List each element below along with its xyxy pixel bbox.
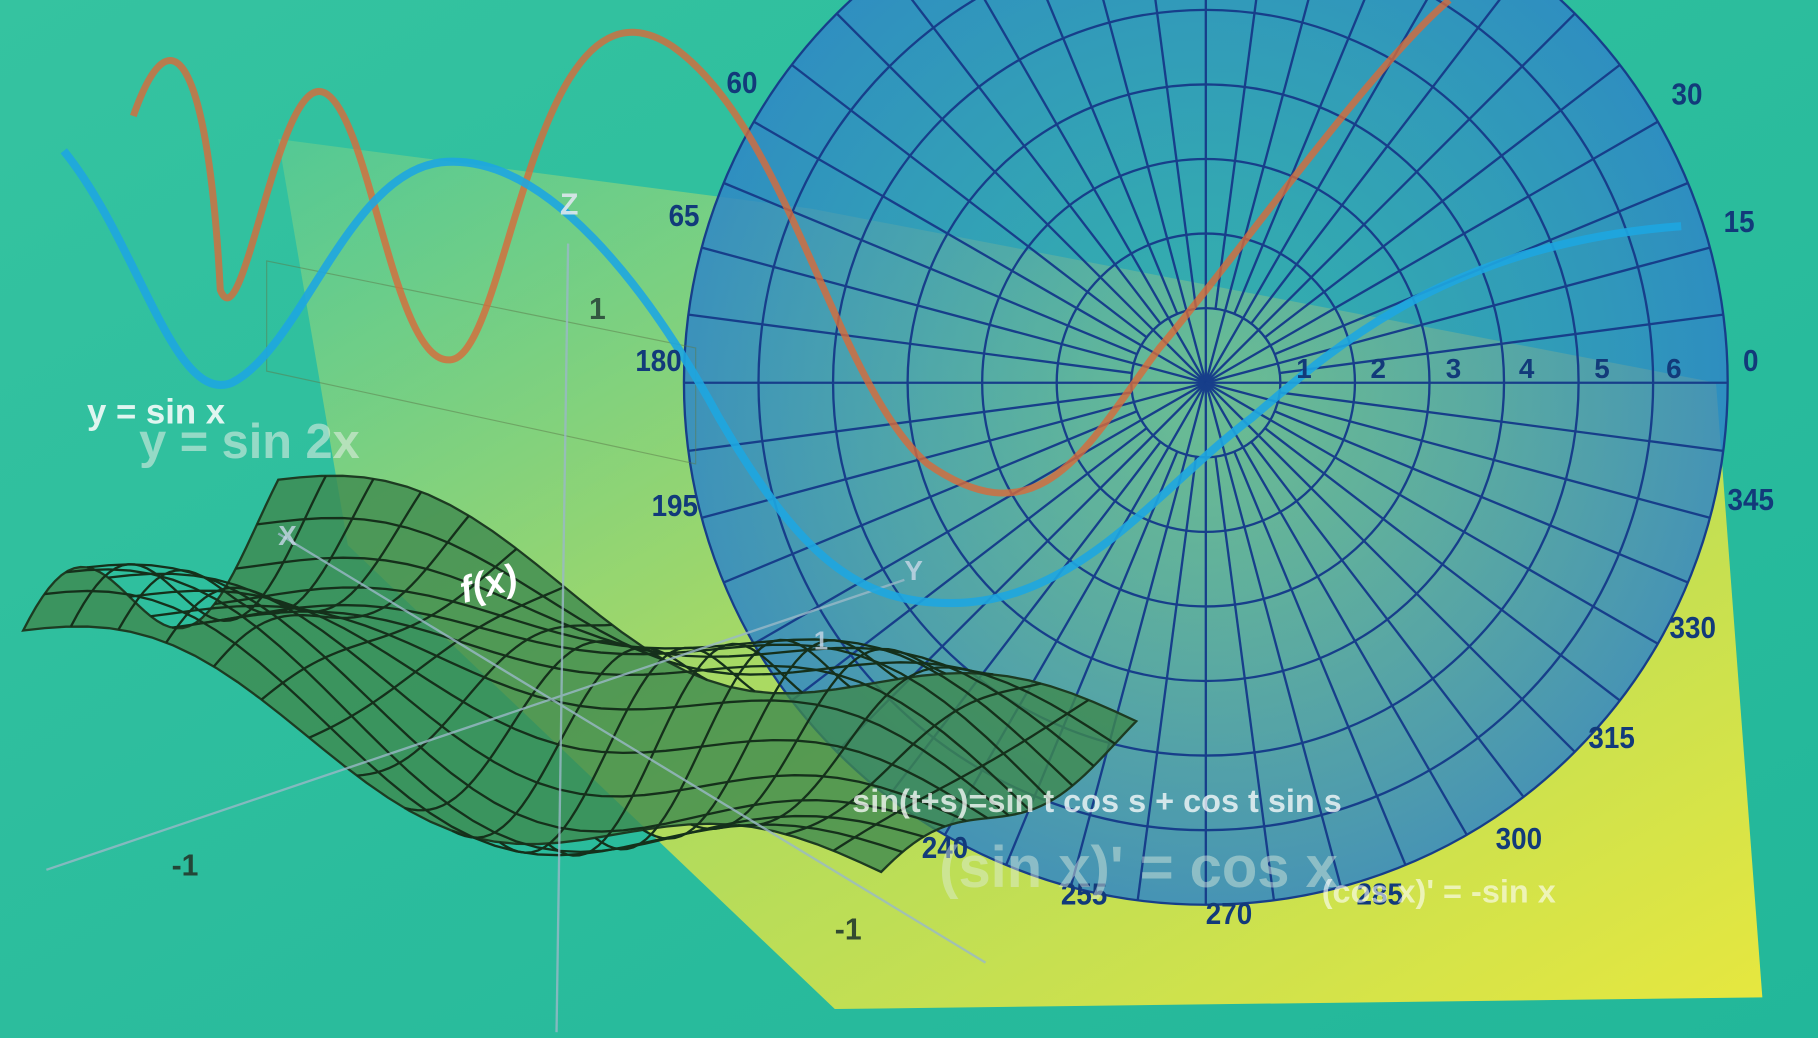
polar-spoke-minor — [723, 410, 1138, 584]
polar-angle-label: 270 — [1206, 898, 1252, 931]
polar-radius-label: 3 — [1446, 353, 1461, 384]
mesh-line — [117, 478, 375, 631]
polar-spoke — [1204, 382, 1468, 836]
mesh-line — [642, 639, 899, 840]
mesh-line — [832, 698, 1090, 852]
polar-spoke — [983, 0, 1207, 384]
polar-angle-label: 15 — [1724, 206, 1755, 239]
polar-spoke-minor — [1250, 0, 1501, 325]
polar-spoke-minor — [1263, 426, 1621, 702]
polar-spoke-minor — [1279, 391, 1724, 452]
axes — [46, 243, 987, 1033]
mesh-line — [690, 647, 947, 831]
polar-spoke — [1204, 0, 1429, 384]
axis-label: 1 — [814, 627, 828, 655]
polar-angle-label: 195 — [652, 490, 698, 523]
mesh-line — [546, 642, 804, 857]
polar-angle-label: 240 — [922, 832, 968, 865]
polar-radius-label: 2 — [1370, 353, 1385, 384]
polar-spoke — [1205, 381, 1659, 645]
polar-angle-label: 315 — [1588, 722, 1634, 755]
polar-spoke-minor — [688, 313, 1133, 375]
mesh-line — [308, 585, 565, 739]
mesh-line — [738, 666, 994, 827]
polar-spoke-minor — [1046, 0, 1179, 315]
mesh-line — [165, 491, 423, 644]
axis-label: 1 — [589, 293, 606, 326]
polar-spoke-minor — [1136, 456, 1198, 901]
polar-spoke-minor — [1154, 0, 1198, 310]
mesh-line — [69, 475, 327, 628]
polar-angle-label: 255 — [1061, 878, 1107, 911]
polar-radius-label: 1 — [1296, 353, 1311, 384]
polar-spoke-minor — [1273, 410, 1689, 584]
polar-spoke-minor — [1233, 450, 1407, 866]
polar-spoke-minor — [791, 64, 1148, 339]
polar-angle-label: 60 — [727, 67, 758, 100]
polar-spoke — [753, 120, 1207, 384]
polar-spoke — [836, 12, 1207, 384]
polar-ring — [682, 0, 1729, 906]
polar-radius-label: 5 — [1594, 353, 1609, 384]
mesh-line — [785, 682, 1042, 836]
polar-spoke — [1205, 381, 1711, 519]
polar-angle-label: 345 — [1728, 484, 1774, 517]
polar-spoke-minor — [1279, 313, 1724, 375]
polar-spoke-minor — [688, 391, 1133, 452]
formula: sin(t+s)=sin t cos s + cos t sin s — [852, 783, 1342, 819]
polar-spoke — [1204, 0, 1310, 384]
hatched-area — [266, 260, 697, 465]
mesh-line — [356, 623, 612, 777]
polar-spoke-minor — [791, 426, 1148, 702]
polar-radius-label: 6 — [1666, 353, 1681, 384]
formula: y = sin x — [87, 393, 226, 431]
axis-label: Z — [560, 189, 578, 222]
polar-spoke-minor — [910, 0, 1162, 325]
axis-label: X — [278, 520, 297, 551]
polar-spoke-minor — [1250, 440, 1525, 798]
mesh-line — [260, 547, 518, 701]
formula: (sin x)' = cos x — [939, 836, 1338, 900]
polar-spoke-minor — [723, 181, 1138, 356]
polar-angle-label: 65 — [669, 200, 700, 233]
polar-spoke — [701, 246, 1207, 384]
polar-angle-label: 300 — [1496, 823, 1542, 856]
polar-spoke-minor — [1214, 456, 1276, 901]
polar-spoke — [1069, 382, 1207, 888]
polar-angle-label: 285 — [1357, 878, 1403, 911]
axis-label: -1 — [172, 850, 199, 883]
formula: (cos x)' = -sin x — [1322, 873, 1556, 909]
polar-angle-label: 330 — [1670, 612, 1716, 645]
polar-spoke — [1204, 382, 1342, 888]
polar-radius-label: 4 — [1519, 353, 1535, 384]
polar-spoke-minor — [1214, 0, 1258, 310]
mesh-line — [499, 646, 756, 854]
polar-spoke — [1205, 120, 1659, 384]
blue-curve — [60, 148, 1682, 608]
polar-spoke — [1102, 0, 1207, 384]
polar-spoke — [1205, 246, 1711, 384]
polar-angle-label: 180 — [635, 345, 681, 378]
surface-mesh — [21, 474, 1139, 874]
axis-label: Y — [904, 555, 923, 586]
orange-curve — [130, 0, 1452, 497]
polar-grid — [682, 0, 1729, 906]
formula: y = sin 2x — [139, 415, 360, 469]
polar-angle-label: 0 — [1743, 345, 1758, 378]
polar-spoke-minor — [1263, 64, 1621, 339]
mesh-line — [212, 514, 470, 668]
polar-angle-label: 30 — [1672, 78, 1703, 111]
axis-label: -1 — [835, 913, 862, 946]
polar-spoke-minor — [1233, 0, 1366, 315]
polar-spoke — [1204, 381, 1576, 753]
mesh-line — [404, 640, 660, 812]
polar-spoke — [1204, 12, 1576, 384]
mesh-line — [451, 646, 708, 839]
polar-spoke — [753, 381, 1207, 645]
